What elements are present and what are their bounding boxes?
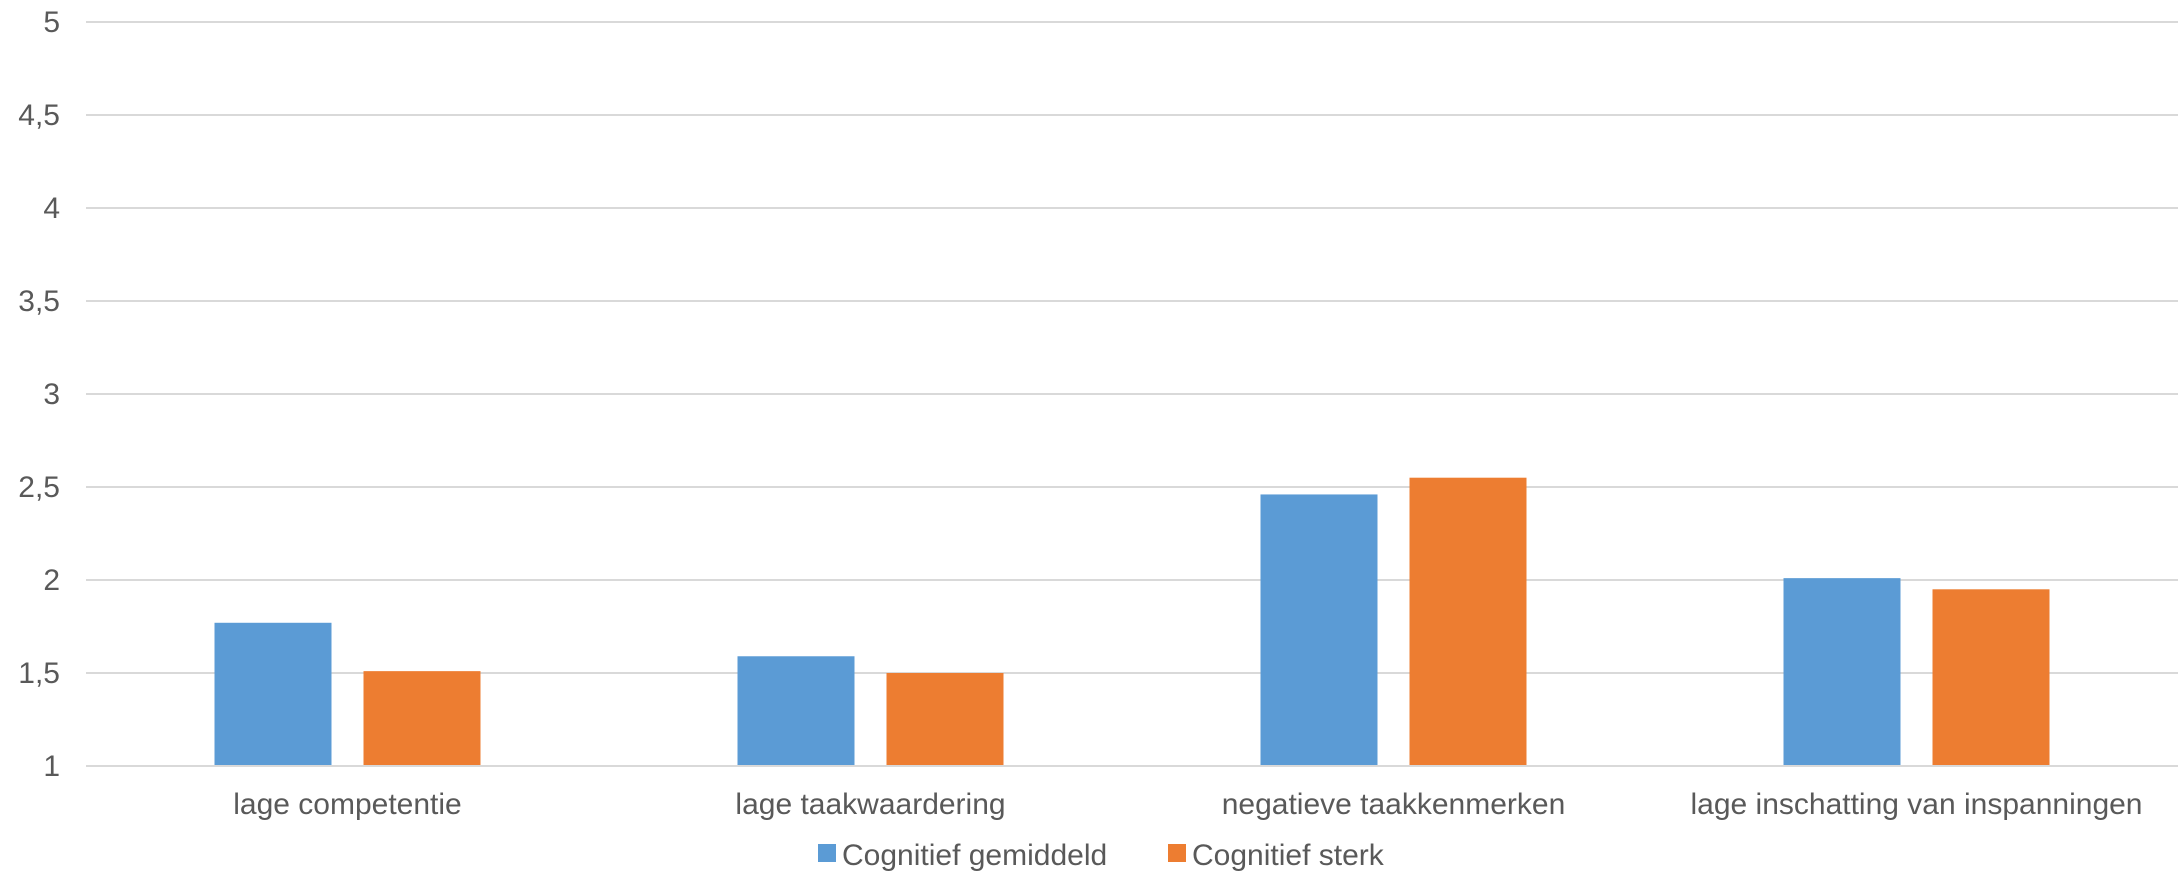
y-tick-label: 3 (43, 378, 60, 411)
bar (363, 671, 481, 766)
bar (214, 622, 332, 766)
x-category-label: lage inschatting van inspanningen (1690, 788, 2142, 821)
legend-label: Cognitief gemiddeld (842, 839, 1107, 872)
y-tick-label: 5 (43, 6, 60, 39)
bar (1783, 578, 1901, 766)
legend-swatch (818, 844, 836, 862)
bar (1260, 494, 1378, 766)
bar (1932, 589, 2050, 766)
x-category-label: lage taakwaardering (735, 788, 1005, 821)
bar (886, 673, 1004, 766)
y-tick-label: 4 (43, 192, 60, 225)
bars (214, 477, 2050, 766)
legend-swatch (1168, 844, 1186, 862)
y-tick-label: 1,5 (18, 657, 60, 690)
x-category-label: negatieve taakkenmerken (1222, 788, 1566, 821)
y-tick-label: 3,5 (18, 285, 60, 318)
x-category-label: lage competentie (233, 788, 462, 821)
bar (1409, 477, 1527, 766)
legend: Cognitief gemiddeld Cognitief sterk (818, 839, 1385, 872)
y-tick-label: 1 (43, 750, 60, 783)
x-axis-categories: lage competentie lage taakwaardering negat… (233, 788, 2142, 821)
y-tick-label: 4,5 (18, 99, 60, 132)
y-tick-label: 2,5 (18, 471, 60, 504)
legend-label: Cognitief sterk (1192, 839, 1385, 872)
gridlines (86, 21, 2178, 674)
y-axis-ticks: 1 1,5 2 2,5 3 3,5 4 4,5 5 (18, 6, 60, 783)
bar (737, 656, 855, 766)
y-tick-label: 2 (43, 564, 60, 597)
